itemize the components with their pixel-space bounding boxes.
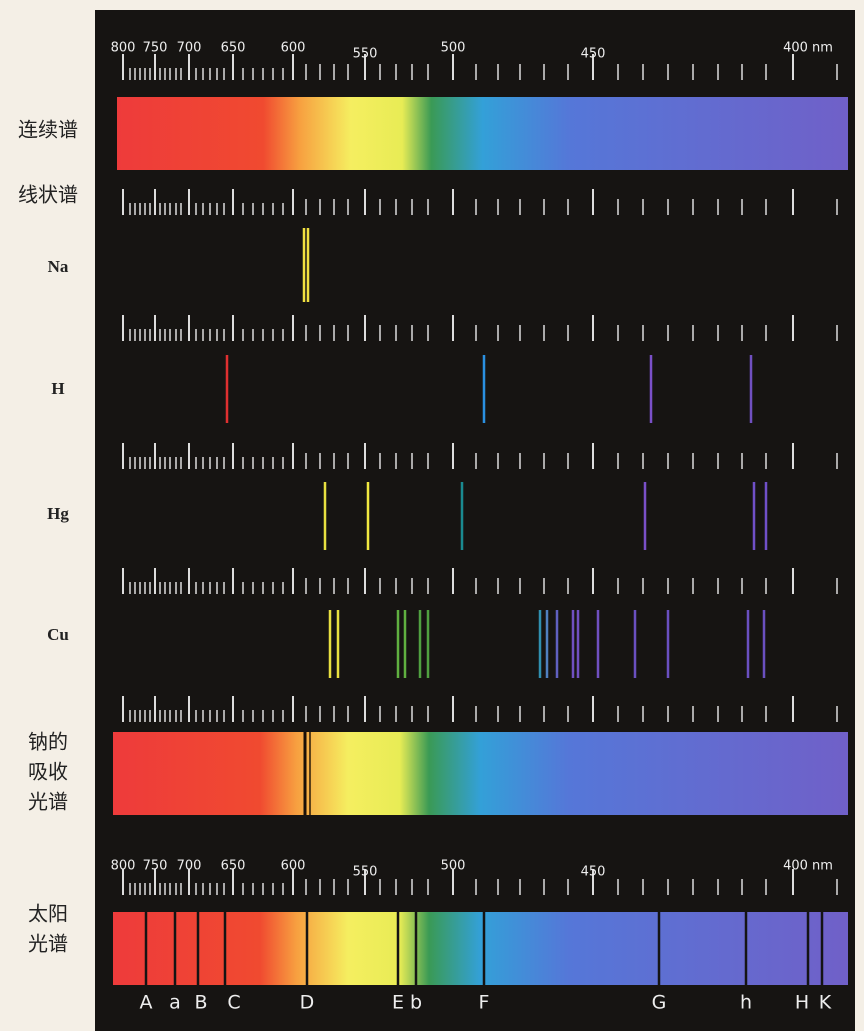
scale-label: 650 (221, 41, 246, 56)
scale-label: 550 (353, 865, 378, 880)
scale-label: 600 (281, 41, 306, 56)
fraunhofer-label: E (392, 992, 404, 1014)
scale-label: 400 nm (783, 859, 833, 874)
fraunhofer-label: a (169, 992, 181, 1014)
solar-spectrum (113, 912, 848, 985)
row-label: 光谱 (28, 932, 68, 956)
fraunhofer-label: B (194, 992, 207, 1014)
fraunhofer-label: F (479, 992, 490, 1014)
absorption-spectrum (113, 732, 848, 815)
scale-label: 500 (441, 41, 466, 56)
scale-label: 750 (143, 859, 168, 874)
scale-label: 600 (281, 859, 306, 874)
figure: 连续谱 线状谱 Na H Hg Cu 钠的 吸收 光谱 太阳 光谱 800 750… (0, 0, 864, 1031)
scale-label: 500 (441, 859, 466, 874)
fraunhofer-label: K (819, 992, 832, 1014)
row-label: Hg (47, 504, 69, 523)
scale-label: 650 (221, 859, 246, 874)
fraunhofer-label: D (300, 992, 315, 1014)
scale-label: 450 (581, 865, 606, 880)
fraunhofer-label: h (740, 992, 752, 1014)
row-label: 钠的 (28, 730, 68, 754)
row-label: Cu (47, 625, 69, 644)
row-label: 太阳 (28, 902, 68, 926)
row-label: 吸收 (28, 760, 68, 784)
scale-label: 700 (177, 41, 202, 56)
scale-label: 800 (111, 859, 136, 874)
fraunhofer-label: H (795, 992, 809, 1014)
scale-label: 450 (581, 47, 606, 62)
row-label: Na (48, 257, 69, 276)
fraunhofer-label: A (140, 992, 153, 1014)
fraunhofer-label: G (652, 992, 667, 1014)
row-label: 连续谱 (18, 118, 78, 142)
scale-label: 800 (111, 41, 136, 56)
row-label: H (51, 379, 64, 398)
scale-label: 750 (143, 41, 168, 56)
row-label: 线状谱 (18, 183, 78, 207)
scale-label: 700 (177, 859, 202, 874)
row-label: 光谱 (28, 790, 68, 814)
continuous-spectrum (117, 97, 848, 170)
scale-label: 550 (353, 47, 378, 62)
scale-label: 400 nm (783, 41, 833, 56)
fraunhofer-label: b (410, 992, 422, 1014)
fraunhofer-label: C (227, 992, 240, 1014)
